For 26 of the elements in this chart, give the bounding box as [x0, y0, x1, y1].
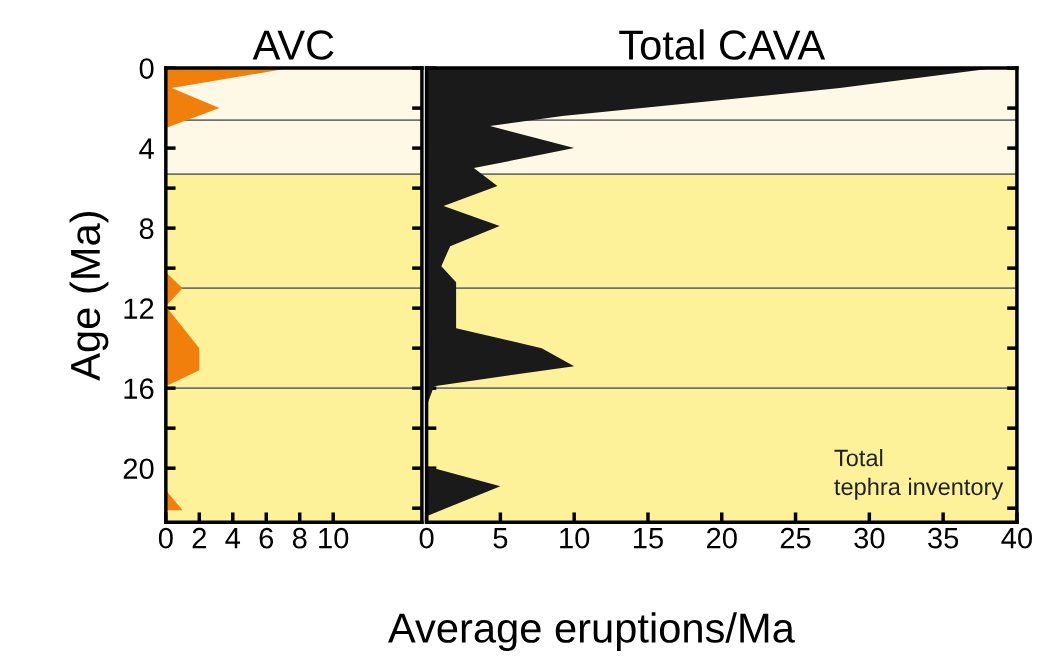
x-tick-label: 10 [319, 527, 349, 549]
y-tick-label: 8 [139, 218, 154, 239]
x-tick-label: 15 [633, 528, 663, 549]
chart-title: Total CAVA [619, 29, 826, 60]
y-tick-label: 0 [139, 58, 154, 79]
x-tick-label: 20 [707, 527, 737, 549]
x-tick-label: 2 [192, 527, 206, 549]
y-tick-label: 12 [124, 298, 154, 319]
x-axis-title: Average eruptions/Ma [388, 612, 795, 652]
x-tick-label: 0 [158, 527, 173, 549]
y-tick-label: 4 [139, 138, 154, 159]
y-axis-title: Age (Ma) [69, 212, 109, 381]
x-tick-label: 30 [854, 527, 885, 549]
y-tick-label: 16 [124, 378, 154, 400]
x-tick-label: 4 [225, 528, 241, 549]
x-tick-label: 10 [560, 527, 590, 549]
x-tick-label: 35 [928, 527, 959, 549]
x-tick-label: 25 [780, 527, 811, 549]
x-tick-label: 5 [493, 528, 508, 549]
x-tick-label: 0 [419, 527, 434, 549]
x-tick-label: 8 [292, 527, 307, 549]
x-tick-label: 6 [259, 527, 274, 549]
chart-title: AVC [252, 30, 334, 60]
x-tick-label: 40 [1001, 527, 1033, 549]
annotation: Total tephra inventory [834, 448, 1004, 500]
y-tick-label: 20 [123, 458, 154, 480]
